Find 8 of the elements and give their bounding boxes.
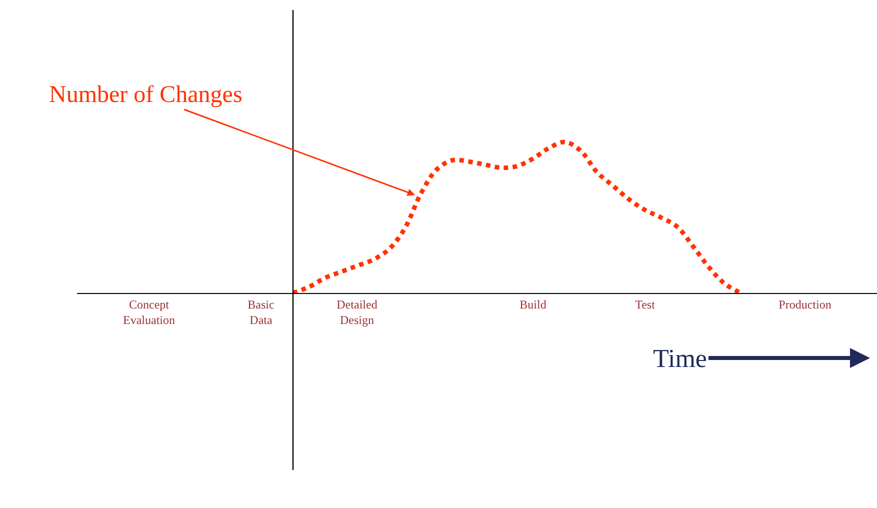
x-tick-label: Build bbox=[520, 298, 546, 312]
x-tick-label: Basic Data bbox=[248, 298, 274, 328]
x-tick-label: Concept Evaluation bbox=[123, 298, 175, 328]
x-tick-label: Detailed Design bbox=[336, 298, 378, 328]
text: Number of Changes bbox=[49, 82, 242, 108]
x-axis-title: Time bbox=[653, 344, 707, 373]
x-tick-label: Production bbox=[778, 298, 832, 312]
x-tick-label: Test bbox=[635, 298, 656, 312]
